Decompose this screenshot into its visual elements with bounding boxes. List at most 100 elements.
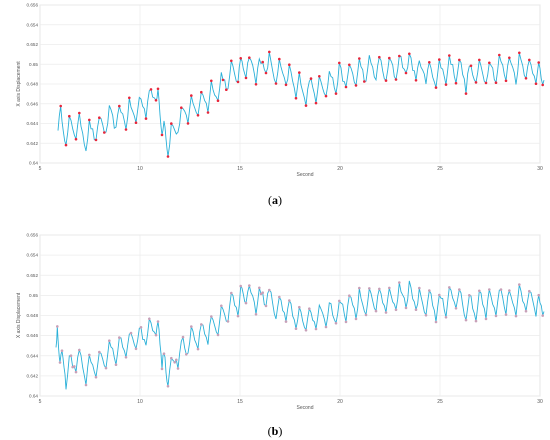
- trough-marker: [206, 111, 210, 114]
- peak-marker: [268, 50, 271, 54]
- trough-marker: [274, 82, 278, 85]
- panel-label-b: (b): [267, 424, 283, 438]
- trough-marker: [444, 316, 448, 319]
- trough-marker: [314, 101, 318, 105]
- peak-marker: [478, 58, 481, 62]
- trough-marker: [94, 138, 98, 142]
- trough-marker: [363, 80, 366, 83]
- y-tick-label: 0.646: [27, 333, 39, 338]
- chart-b-svg: 0.64 0.642 0.644 0.646 0.648 0.65 0.652 0.654 0.…: [16, 233, 545, 411]
- trough-marker: [541, 83, 544, 87]
- y-tick-label: 0.642: [27, 141, 39, 146]
- trough-marker: [534, 82, 538, 85]
- peak-marker: [308, 307, 311, 310]
- y-tick-label: 0.646: [27, 101, 39, 106]
- peak-marker: [358, 57, 361, 60]
- trough-marker: [244, 76, 248, 80]
- trough-marker: [324, 325, 328, 329]
- trough-marker: [384, 311, 388, 314]
- peak-marker: [230, 59, 233, 63]
- trough-marker: [134, 347, 138, 351]
- trough-marker: [344, 320, 348, 324]
- y-tick-label: 0.656: [27, 3, 39, 8]
- peak-marker: [78, 348, 81, 352]
- trough-marker: [334, 321, 338, 325]
- peak-marker: [258, 286, 261, 290]
- y-tick-label: 0.652: [27, 42, 39, 47]
- trough-marker: [173, 361, 176, 364]
- peak-marker: [338, 299, 341, 303]
- peak-marker: [368, 287, 371, 290]
- trough-marker: [414, 79, 418, 82]
- y-tick-label: 0.648: [27, 82, 39, 87]
- trough-marker: [514, 314, 518, 318]
- peak-marker: [239, 284, 242, 288]
- trough-marker: [264, 71, 268, 75]
- peak-marker: [220, 304, 223, 308]
- trough-marker: [294, 96, 298, 100]
- peak-marker: [148, 317, 151, 321]
- y-tick-label: 0.656: [27, 233, 39, 238]
- y-tick-label: 0.642: [27, 373, 39, 378]
- trough-marker: [236, 314, 240, 318]
- trough-marker: [454, 307, 458, 310]
- panel-label-a-letter: a: [272, 193, 278, 207]
- peak-marker: [488, 61, 491, 65]
- y-tick-label: 0.654: [27, 253, 39, 258]
- trough-marker: [154, 333, 158, 337]
- trough-marker: [284, 320, 288, 323]
- peak-marker: [156, 87, 160, 91]
- trough-marker: [464, 318, 468, 322]
- trough-marker: [196, 347, 200, 351]
- y-tick-label: 0.65: [29, 293, 38, 298]
- peak-marker: [388, 286, 391, 290]
- x-tick-label: 5: [39, 166, 42, 172]
- peak-marker: [56, 325, 59, 328]
- peak-marker: [438, 58, 441, 61]
- trough-marker: [394, 308, 398, 312]
- y-axis-label: X axis Displacement: [16, 292, 22, 338]
- peak-marker: [428, 289, 431, 292]
- y-tick-label: 0.64: [29, 394, 38, 399]
- peak-marker: [118, 104, 121, 108]
- peak-marker: [149, 88, 153, 91]
- peak-marker: [518, 283, 521, 286]
- trough-marker: [394, 78, 398, 81]
- trough-marker: [524, 309, 528, 313]
- y-axis-label: X axis Displacement: [16, 61, 22, 107]
- peak-marker: [118, 336, 121, 339]
- peak-marker: [438, 293, 441, 297]
- peak-marker: [190, 94, 193, 97]
- trough-marker: [474, 319, 478, 323]
- peak-marker: [508, 56, 511, 60]
- x-tick-label: 20: [337, 399, 343, 405]
- trough-marker: [324, 94, 328, 98]
- trough-marker: [94, 375, 98, 379]
- chart-panel-a: 0.64 0.642 0.644 0.646 0.648 0.65 0.652 0.654 0.…: [0, 0, 550, 215]
- peak-marker: [200, 90, 203, 94]
- trough-marker: [304, 104, 308, 107]
- trough-marker: [541, 314, 544, 317]
- trough-marker: [404, 71, 408, 75]
- x-tick-label: 30: [537, 399, 543, 405]
- peak-marker: [68, 114, 71, 118]
- peak-marker: [128, 96, 131, 100]
- peak-marker: [378, 55, 381, 59]
- peak-marker: [170, 356, 173, 360]
- peak-marker: [239, 57, 242, 60]
- trough-marker: [404, 306, 408, 310]
- trough-marker: [160, 367, 164, 371]
- peak-marker: [69, 354, 73, 357]
- trough-marker: [216, 333, 220, 337]
- trough-marker: [464, 92, 468, 95]
- peak-marker: [348, 294, 351, 297]
- peak-marker: [537, 293, 540, 297]
- peak-marker: [78, 111, 81, 115]
- trough-marker: [166, 155, 170, 158]
- x-axis-label: Second: [297, 405, 314, 411]
- peak-marker: [518, 51, 521, 55]
- peak-marker: [248, 284, 251, 287]
- peak-marker: [458, 58, 461, 62]
- y-tick-label: 0.648: [27, 313, 39, 318]
- trough-marker: [244, 301, 248, 305]
